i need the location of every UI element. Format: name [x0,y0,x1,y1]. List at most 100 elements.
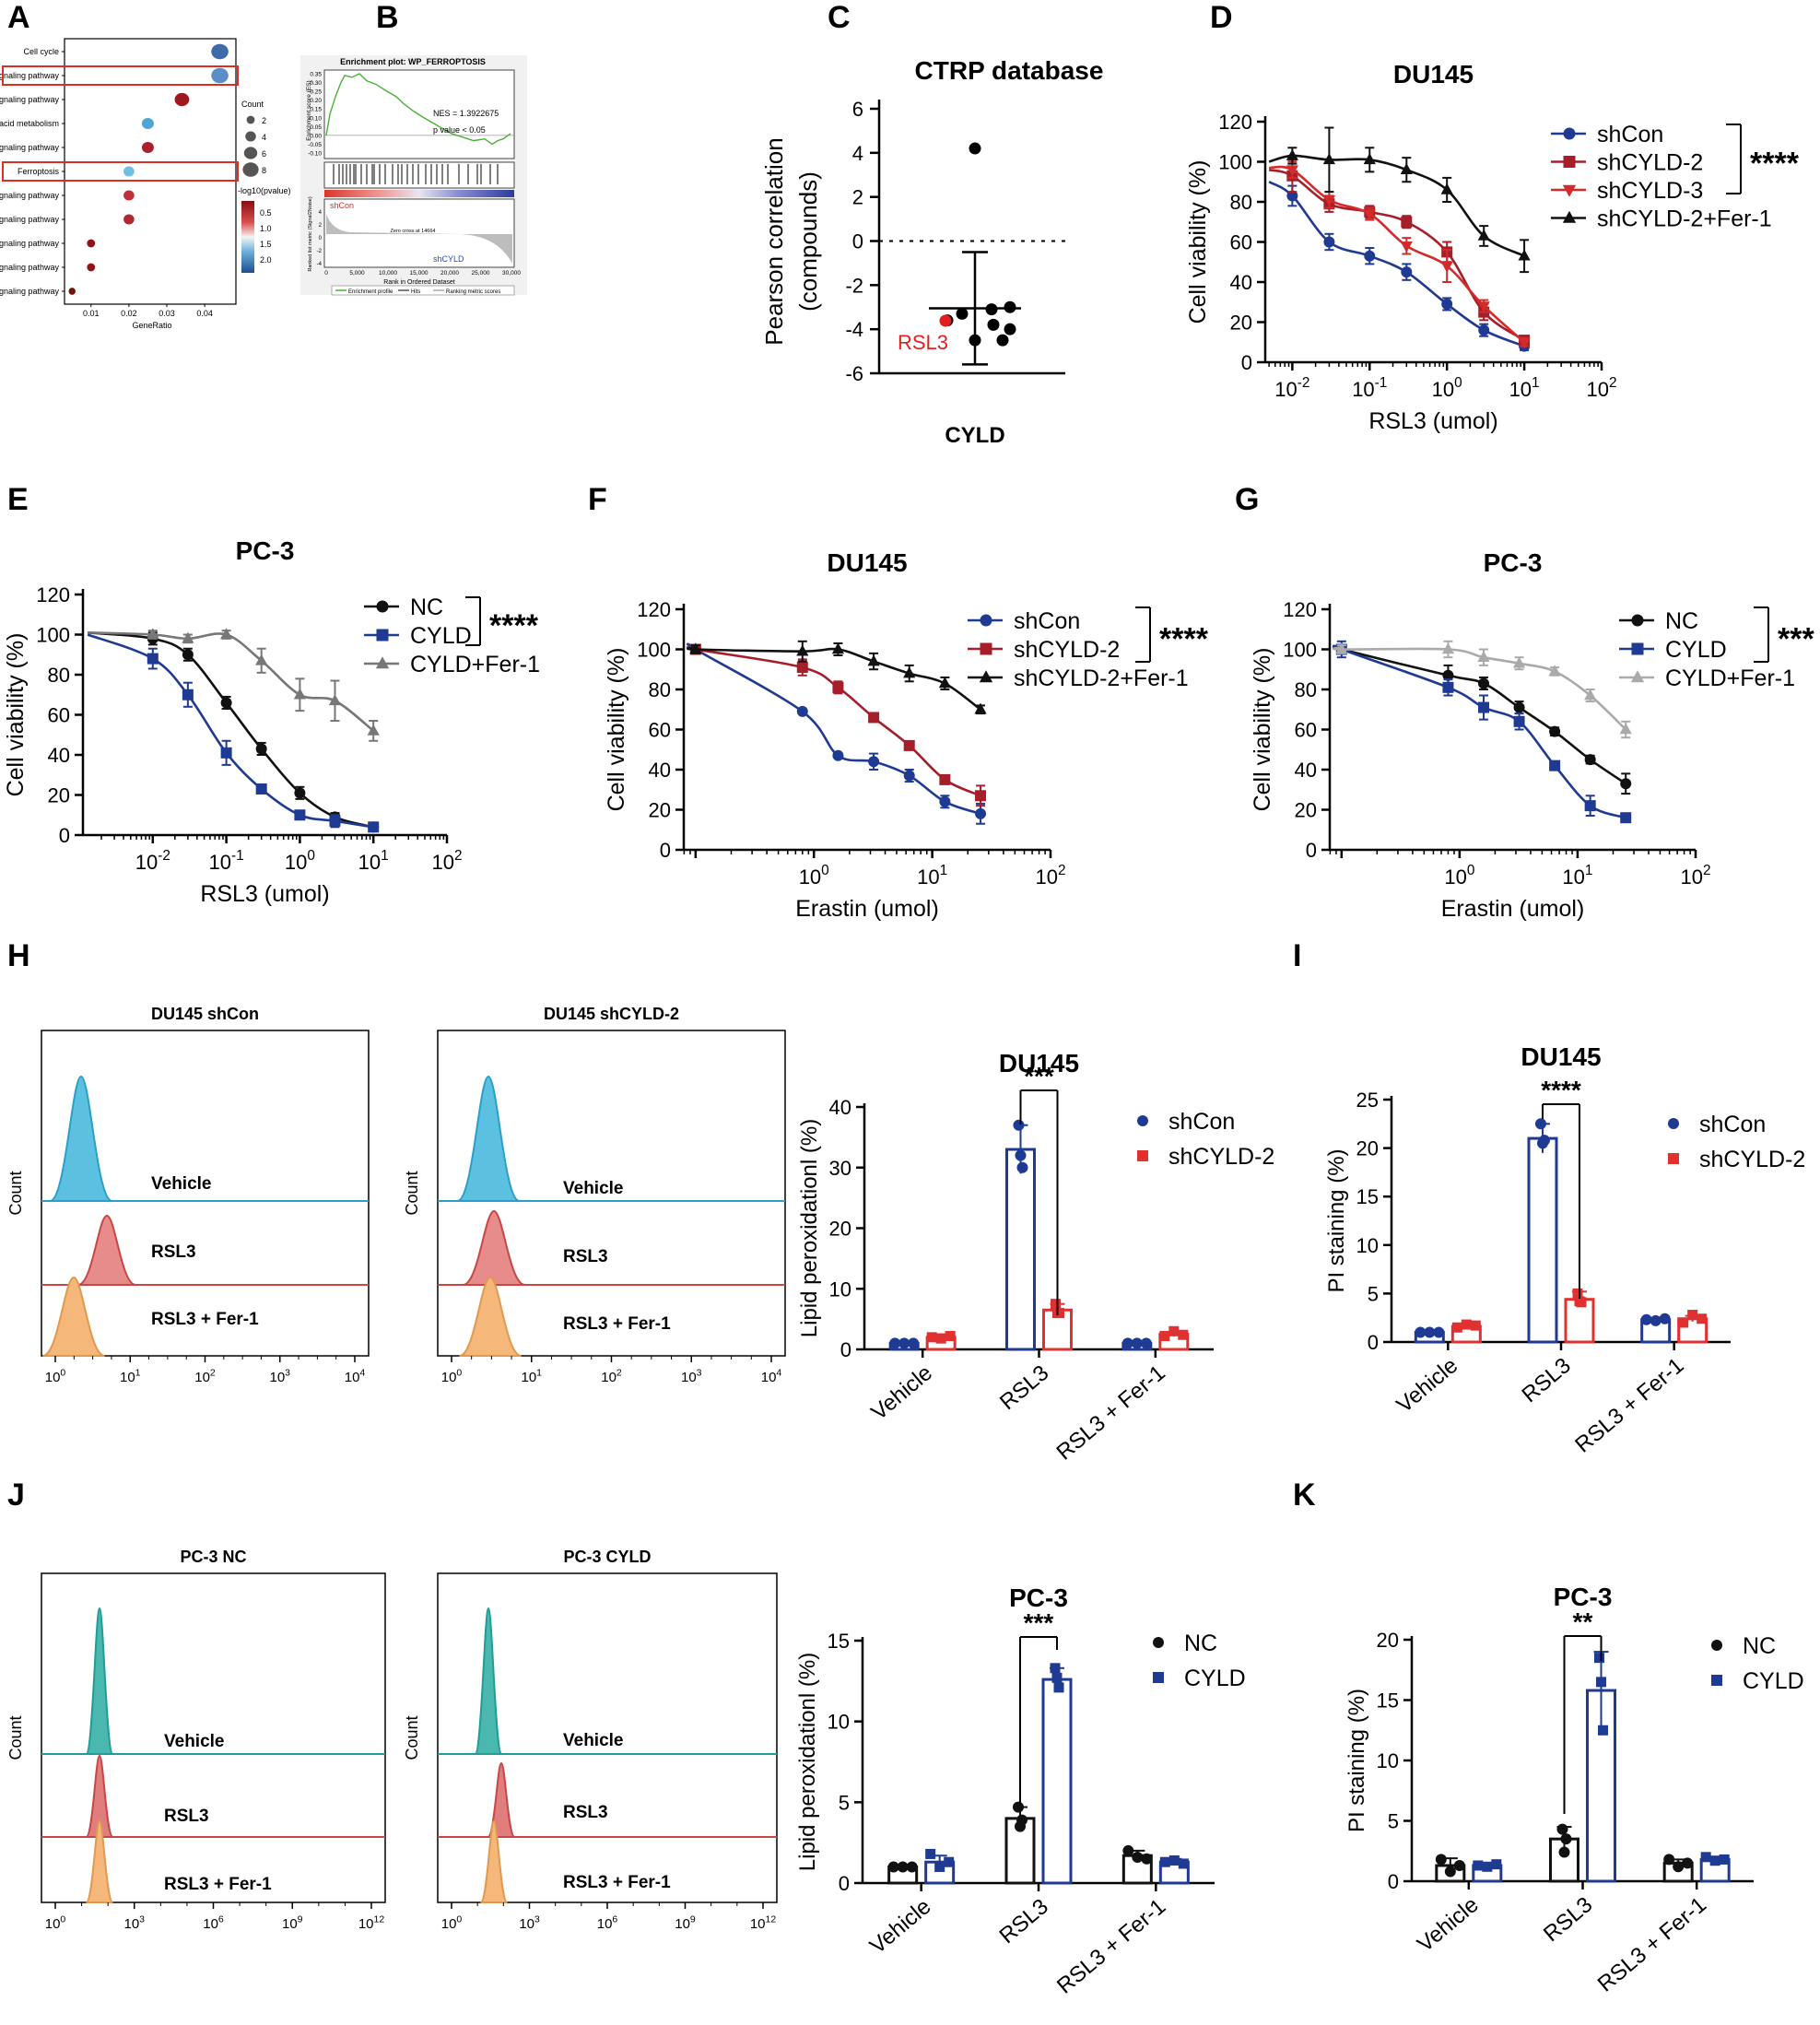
panel-label-e: E [7,482,29,517]
h3-replicate-point [1159,1331,1170,1342]
j3-x-tick-label: RSL3 + Fer-1 [1052,1894,1170,1999]
h3-legend-label: shCon [1168,1109,1235,1135]
j1-histogram-peak [85,1754,114,1838]
a-color-legend-label: 2.0 [260,255,272,265]
d-legend-label: shCYLD-2 [1597,150,1703,176]
i-x-tick-label: RSL3 [1518,1353,1576,1407]
j2-x-tick-label: 100 [441,1913,463,1932]
g-data-point [1619,723,1632,735]
f-legend-label: shCYLD-2+Fer-1 [1014,665,1189,691]
j1-y-axis-label: Count [6,1715,25,1760]
b-es-tick-label: 0.05 [310,124,322,131]
b-legend-label: Hits [411,289,420,295]
e-data-point [147,653,159,665]
e-data-point [220,747,232,759]
f-data-point [796,705,808,717]
a-enrichment-dot [123,166,135,177]
k-replicate-point [1596,1677,1606,1688]
b-es-tick-label: -0.10 [308,151,322,158]
f-significance: **** [1159,622,1209,657]
b-es-tick-label: 0.00 [310,133,322,139]
j2-histogram-peak [487,1761,516,1838]
b-metric-axis-label: Ranked list metric (Signal2Noise) [308,196,313,271]
h2-condition-label: Vehicle [563,1179,624,1198]
j2-histogram-peak [474,1607,503,1755]
g-data-point [1584,689,1597,701]
g-legend-marker [1631,642,1644,655]
a-pathway-label: mTOR signaling pathway [0,287,59,296]
f-data-point [975,807,987,819]
h3-replicate-point [1168,1325,1180,1336]
a-pathway-label: Ferroptosis [18,167,60,176]
h3-replicate-point [1013,1119,1025,1131]
e-data-point [182,649,194,661]
a-count-legend-dot [242,162,259,177]
f-y-tick-label: 100 [637,639,671,662]
j1-histogram-peak [85,1607,114,1755]
i-replicate-point [1650,1314,1661,1326]
d-y-tick-label: 60 [1230,231,1252,254]
j3-replicate-point [1053,1682,1064,1693]
panel-label-b: B [376,0,399,35]
d-y-tick-label: 120 [1218,111,1252,134]
g-y-tick-label: 80 [1295,678,1317,701]
g-data-point [1549,725,1561,737]
d-data-point [1322,195,1336,207]
d-legend-marker [1563,156,1576,168]
f-x-tick-label: 102 [1035,863,1065,889]
g-data-point [1512,656,1526,668]
i-legend-label: shCon [1699,1112,1766,1137]
f-data-point [903,666,916,678]
a-enrichment-dot [141,117,154,130]
a-count-legend-dot [246,115,255,124]
j1-x-tick-label: 1012 [358,1913,385,1932]
b-title: Enrichment plot: WP_FERROPTOSIS [340,57,486,66]
j3-bar [1041,1678,1073,1885]
d-legend-marker [1563,127,1576,140]
j3-legend-label: CYLD [1184,1666,1246,1691]
a-enrichment-dot [211,43,229,60]
j2-condition-label: Vehicle [563,1731,624,1750]
g-x-tick-label: 100 [1444,863,1474,889]
j3-title: PC-3 [1009,1584,1068,1612]
k-y-tick-label: 0 [1388,1870,1399,1893]
b-es-axis-label: Enrichment score (ES) [306,80,312,140]
j1-condition-label: RSL3 [164,1807,209,1826]
k-x-tick-label: RSL3 + Fer-1 [1593,1892,1711,1997]
i-replicate-point [1415,1326,1427,1338]
h3-y-axis-label: Lipid peroxidationl (%) [797,1119,822,1337]
h2-x-tick-label: 104 [761,1367,782,1385]
h1-x-tick-label: 100 [45,1367,66,1385]
a-count-legend-dot [245,131,256,142]
d-data-point [1323,236,1335,248]
c-y-tick-label: -6 [845,362,863,385]
b-es-tick-label: 0.30 [310,80,322,87]
j1-condition-label: Vehicle [164,1732,225,1751]
h2-y-axis-label: Count [403,1171,421,1215]
g-title: PC-3 [1484,548,1543,577]
j3-y-tick-label: 0 [839,1872,850,1895]
j3-x-tick-label: RSL3 [995,1894,1053,1948]
d-data-point [1477,301,1490,313]
c-y-tick-label: -4 [845,318,863,341]
e-legend-marker [375,656,390,669]
g-x-tick-label: 102 [1680,863,1710,889]
i-replicate-point [1451,1322,1462,1333]
i-y-tick-label: 10 [1356,1234,1379,1257]
f-y-tick-label: 40 [649,759,671,782]
a-count-legend-title: Count [241,100,264,109]
c-y-tick-label: 6 [852,98,863,121]
j3-replicate-point [906,1861,918,1873]
j2-x-tick-label: 106 [597,1913,618,1932]
g-data-point [1442,681,1454,693]
k-legend-label: CYLD [1743,1668,1804,1694]
g-data-point [1478,701,1490,713]
h3-replicate-point [926,1332,937,1343]
j2-condition-label: RSL3 + Fer-1 [563,1873,671,1892]
f-fit-curve [687,646,981,711]
j3-replicate-point [1051,1672,1063,1683]
panel-label-a: A [7,0,30,35]
a-color-legend-label: 1.0 [260,224,272,233]
f-y-axis-label: Cell viability (%) [604,648,629,812]
j1-histogram-peak [85,1819,114,1903]
